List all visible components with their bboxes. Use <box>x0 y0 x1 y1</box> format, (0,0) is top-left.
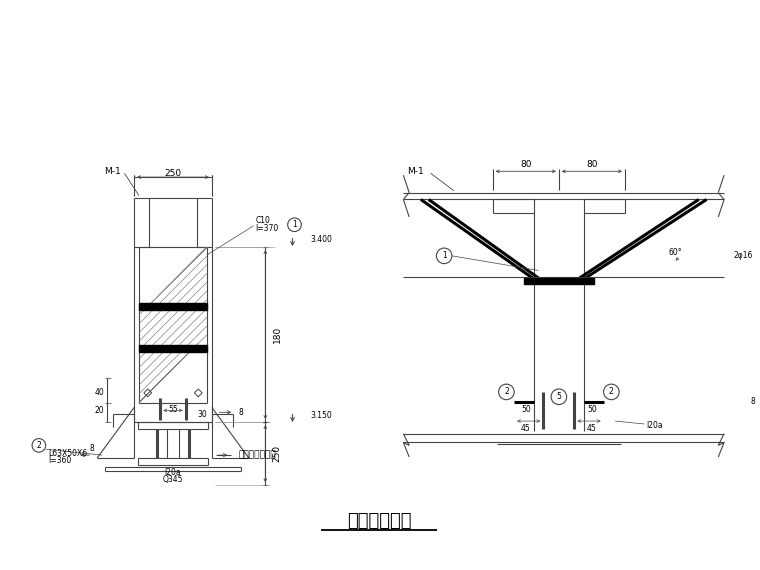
Text: M-1: M-1 <box>104 167 121 176</box>
Text: I20a: I20a <box>165 468 182 477</box>
Text: 50: 50 <box>521 405 530 414</box>
Text: 2: 2 <box>36 441 41 450</box>
Text: 45: 45 <box>587 424 597 433</box>
Text: L63X50X6: L63X50X6 <box>49 449 87 458</box>
Text: 1: 1 <box>442 251 447 260</box>
Text: I20a: I20a <box>646 421 663 430</box>
Text: 80: 80 <box>520 160 531 169</box>
Text: 5: 5 <box>556 392 562 401</box>
Text: 8: 8 <box>238 408 243 417</box>
Text: 60°: 60° <box>669 249 682 258</box>
Text: 8: 8 <box>90 444 95 453</box>
Text: 1: 1 <box>292 220 297 229</box>
Text: 50: 50 <box>587 405 597 414</box>
Text: 8: 8 <box>750 397 755 406</box>
Text: 20: 20 <box>94 406 104 415</box>
Text: Q345: Q345 <box>163 475 183 484</box>
Text: 2φ16: 2φ16 <box>734 251 753 260</box>
Text: 3.400: 3.400 <box>310 235 332 244</box>
Text: 2: 2 <box>609 388 614 396</box>
Text: 180: 180 <box>273 326 281 343</box>
Text: C10: C10 <box>255 217 271 225</box>
Text: 3.150: 3.150 <box>310 411 332 420</box>
Text: 轨道两端设车挡: 轨道两端设车挡 <box>238 451 276 459</box>
Text: l=370: l=370 <box>255 224 279 233</box>
Text: 250: 250 <box>164 169 182 178</box>
Text: 2: 2 <box>504 388 508 396</box>
Text: 40: 40 <box>94 388 104 397</box>
Text: 电动葫芦大样: 电动葫芦大样 <box>347 512 411 530</box>
Text: M-1: M-1 <box>407 167 423 176</box>
Text: 80: 80 <box>586 160 597 169</box>
Text: 30: 30 <box>198 410 207 419</box>
Text: 45: 45 <box>521 424 530 433</box>
Text: 55: 55 <box>168 405 178 414</box>
Text: 250: 250 <box>273 445 281 462</box>
Text: l=360: l=360 <box>49 457 72 466</box>
